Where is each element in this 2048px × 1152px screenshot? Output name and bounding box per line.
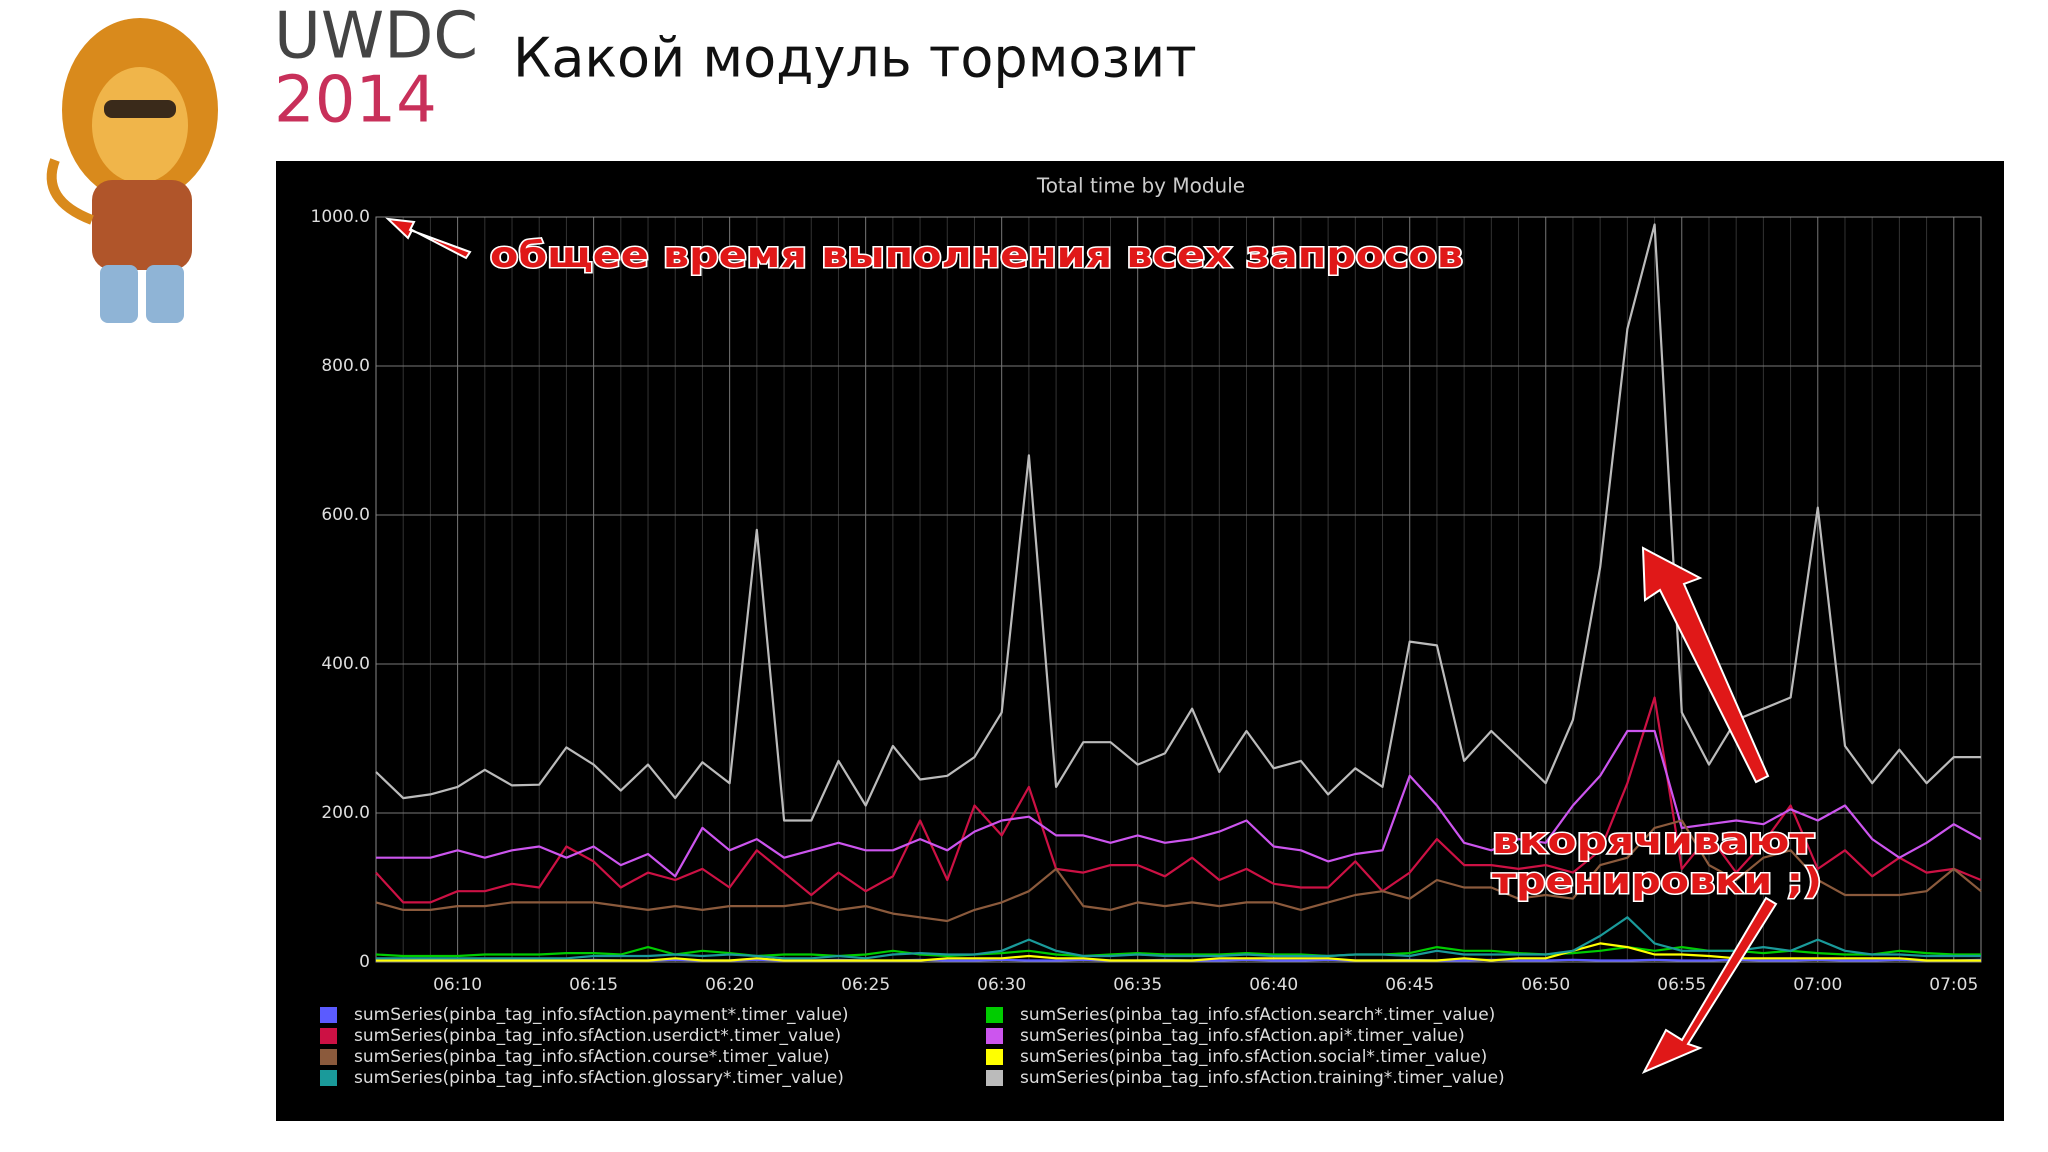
series-line — [375, 819, 1982, 923]
annotation: тренировки ;) — [1492, 861, 1822, 902]
annotations: общее время выполнения всех запросов вко… — [489, 234, 1824, 904]
legend-label: sumSeries(pinba_tag_info.sfAction.search… — [1020, 1005, 1495, 1025]
y-tick-label: 1000.0 — [311, 207, 370, 227]
x-tick-label: 07:00 — [1793, 975, 1842, 995]
legend-label: sumSeries(pinba_tag_info.sfAction.course… — [354, 1047, 830, 1067]
x-tick-label: 07:05 — [1929, 975, 1978, 995]
plot-area: 06:10 06:15 06:20 06:25 06:30 06:35 06:40 06:45… — [311, 207, 1982, 995]
x-tick-label: 06:50 — [1521, 975, 1570, 995]
legend-label: sumSeries(pinba_tag_info.sfAction.paymen… — [354, 1005, 849, 1025]
x-tick-label: 06:35 — [1113, 975, 1162, 995]
plot-frame — [375, 216, 1982, 963]
legend-swatch — [320, 1007, 337, 1023]
legend-swatch — [986, 1028, 1003, 1044]
x-tick-label: 06:30 — [977, 975, 1026, 995]
logo-text: UWDC — [274, 0, 478, 74]
series-line — [376, 942, 1981, 962]
y-tick-label: 400.0 — [321, 654, 370, 674]
annotation: общее время выполнения всех запросов — [490, 235, 1463, 276]
legend-label: sumSeries(pinba_tag_info.sfAction.traini… — [1020, 1068, 1505, 1088]
series-line — [375, 223, 1981, 822]
y-tick-label: 800.0 — [321, 356, 370, 376]
x-tick-label: 06:25 — [841, 975, 890, 995]
legend-label: sumSeries(pinba_tag_info.sfAction.glossa… — [354, 1068, 844, 1088]
legend-swatch — [320, 1028, 337, 1044]
series-line — [375, 696, 1982, 904]
x-tick-label: 06:15 — [569, 975, 618, 995]
legend-swatch — [986, 1070, 1003, 1086]
x-tick-label: 06:45 — [1385, 975, 1434, 995]
x-tick-label: 06:55 — [1657, 975, 1706, 995]
legend-label: sumSeries(pinba_tag_info.sfAction.api*.t… — [1020, 1026, 1465, 1046]
legend-swatch — [320, 1049, 337, 1065]
slide-title: Какой модуль тормозит — [513, 27, 1197, 90]
x-tick-label: 06:10 — [433, 975, 482, 995]
legend-swatch — [986, 1049, 1003, 1065]
legend-swatch — [986, 1007, 1003, 1023]
legend: sumSeries(pinba_tag_info.sfAction.paymen… — [320, 1005, 1505, 1088]
legend-label: sumSeries(pinba_tag_info.sfAction.social… — [1020, 1047, 1487, 1067]
logo-mascot — [46, 18, 218, 323]
series-line — [376, 729, 1982, 878]
legend-swatch — [320, 1070, 337, 1086]
x-tick-label: 06:40 — [1249, 975, 1298, 995]
annotation-arrows — [385, 217, 1778, 1075]
series-line — [376, 916, 1981, 960]
y-tick-label: 600.0 — [321, 505, 370, 525]
logo-year: 2014 — [274, 64, 437, 138]
chart-title: Total time by Module — [1036, 174, 1245, 198]
annotation: вкорячивают — [1492, 821, 1814, 862]
legend-label: sumSeries(pinba_tag_info.sfAction.userdi… — [354, 1026, 841, 1046]
x-tick-label: 06:20 — [705, 975, 754, 995]
y-tick-label: 200.0 — [321, 803, 370, 823]
y-tick-label: 0 — [359, 952, 370, 972]
